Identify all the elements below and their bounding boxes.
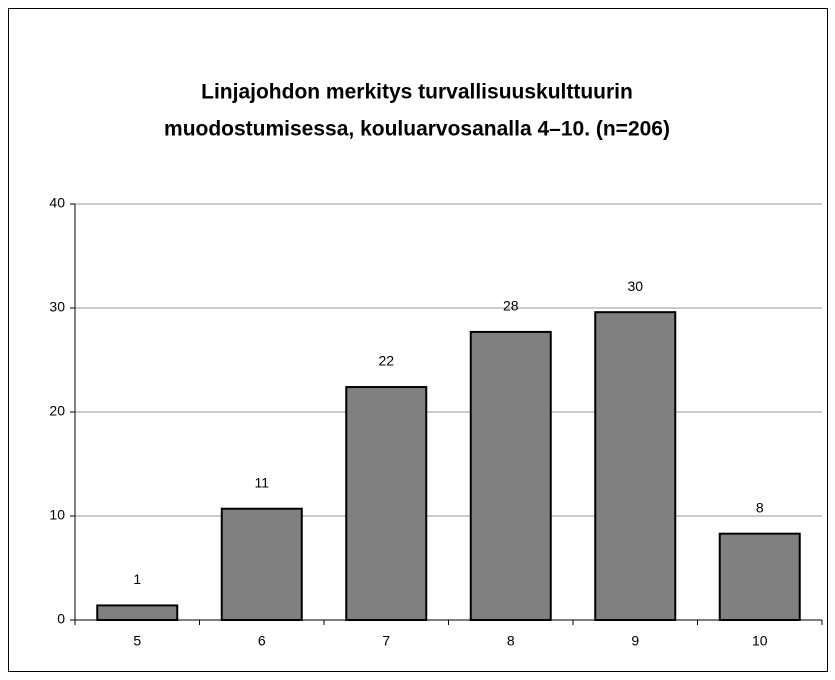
bar — [718, 532, 801, 621]
bar — [96, 604, 179, 622]
x-tick-label: 5 — [133, 633, 141, 649]
data-label: 28 — [503, 298, 519, 314]
y-tick-label: 0 — [57, 611, 65, 627]
data-label: 11 — [254, 474, 269, 490]
data-label: 22 — [378, 353, 394, 369]
bar — [469, 330, 552, 621]
chart-title: Linjajohdon merkitys turvallisuuskulttuu… — [201, 81, 633, 104]
bar — [345, 386, 428, 622]
x-tick-label: 10 — [752, 633, 768, 649]
data-label: 1 — [133, 571, 141, 587]
y-tick-label: 10 — [49, 507, 65, 523]
x-tick-label: 7 — [382, 633, 390, 649]
data-label: 30 — [627, 278, 643, 294]
x-tick-label: 6 — [258, 633, 266, 649]
bar — [594, 311, 677, 621]
y-tick-label: 30 — [49, 299, 65, 315]
chart-title: muodostumisessa, kouluarvosanalla 4–10. … — [164, 118, 670, 141]
data-label: 8 — [756, 499, 764, 515]
x-tick-label: 9 — [631, 633, 639, 649]
x-tick-label: 8 — [507, 633, 515, 649]
y-tick-label: 20 — [49, 403, 65, 419]
y-tick-label: 40 — [49, 195, 65, 211]
bar — [220, 507, 303, 621]
